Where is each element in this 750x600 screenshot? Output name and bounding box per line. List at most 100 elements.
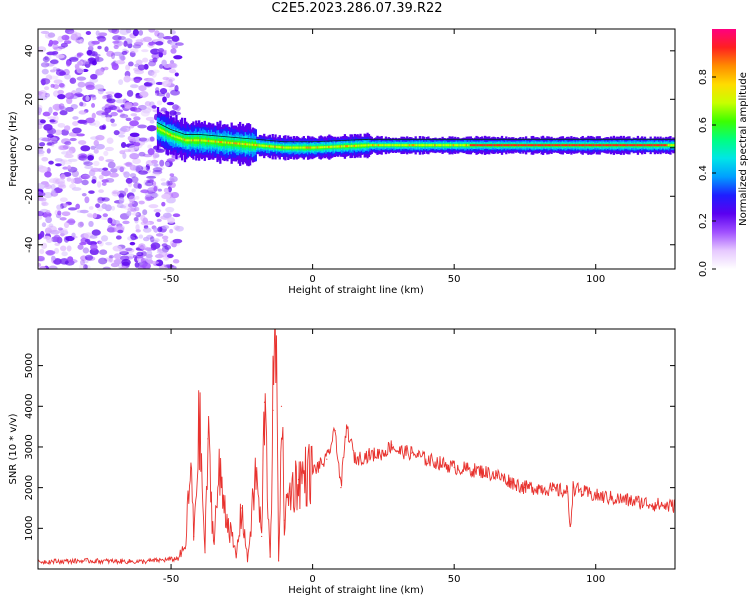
spectrogram-ridge-core [519, 144, 522, 147]
spectrogram-noise-blob [71, 187, 82, 191]
spectrogram-ridge-core [452, 144, 456, 147]
spectrogram-noise-blob [39, 248, 45, 255]
spectrogram-ridge-core [236, 142, 239, 145]
spectrogram-noise-blob [48, 265, 58, 269]
spectrogram-ridge-core [472, 144, 475, 147]
spectrogram-noise-blob [38, 123, 43, 130]
spectrogram-noise-blob [113, 253, 122, 260]
snr-point [241, 507, 243, 509]
spectrogram-ridge-core [631, 144, 634, 147]
spectrogram-noise-blob [64, 73, 71, 80]
spectrogram-noise-blob [108, 254, 114, 259]
spectrogram-ridge-core [224, 141, 228, 144]
spectrogram-noise-blob [130, 113, 138, 117]
spectrogram-noise-blob [129, 200, 135, 205]
spectrogram-ridge-core [609, 144, 613, 147]
colorbar-tick-label: 0.4 [698, 165, 709, 181]
spectrogram-noise-blob [98, 174, 104, 180]
spectrogram-ridge-core [509, 144, 512, 147]
spectrogram-ridge-core [468, 144, 471, 147]
spectrogram-noise-blob [41, 222, 47, 228]
snr-point [272, 409, 274, 411]
spectrogram-noise-blob [134, 69, 145, 75]
spectrogram-noise-blob [133, 116, 141, 121]
spectrogram-noise-blob [161, 235, 169, 240]
snr-point [467, 468, 469, 470]
snr-point [368, 454, 370, 456]
spectrogram-noise-blob [129, 241, 136, 246]
snr-point [218, 474, 220, 477]
spectrogram-noise-blob [119, 127, 128, 132]
spectrogram-noise-blob [109, 172, 119, 178]
spectrogram-noise-blob [44, 92, 50, 98]
spectrogram-noise-blob [48, 75, 59, 80]
spectrogram-ridge-core [397, 144, 400, 147]
spectrogram-noise-blob [99, 249, 108, 255]
spectrogram-ridge-core [319, 146, 322, 149]
spectrogram-ridge-core [357, 144, 361, 147]
spectrogram-noise-blob [107, 161, 116, 169]
spectrogram-noise-blob [98, 189, 104, 194]
snr-point [297, 478, 300, 481]
spectrogram-noise-blob [140, 189, 149, 194]
spectrogram-noise-blob [170, 48, 177, 54]
spectrogram-noise-blob [123, 162, 132, 166]
spectrogram-ridge-core [280, 146, 283, 149]
spectrogram-noise-blob [138, 170, 149, 175]
spectrogram-ridge-core [599, 144, 603, 147]
spectrogram-noise-blob [46, 51, 56, 56]
spectrogram-ridge-core [301, 146, 304, 149]
spectrogram-ridge-core [524, 144, 528, 147]
spectrogram-noise-blob [155, 148, 165, 153]
spectrogram-noise-blob [138, 85, 147, 92]
spectrogram-ridge-core [414, 144, 417, 147]
spectrogram-ridge-core [203, 139, 206, 142]
spectrogram-noise-blob [154, 90, 160, 94]
spectrogram-noise-blob [157, 188, 162, 192]
spectrogram-noise-blob [79, 175, 88, 180]
spectrogram-noise-blob [150, 159, 158, 164]
spectrogram-ridge-core [175, 135, 178, 138]
spectrogram-ridge-core [271, 145, 274, 148]
spectrogram-noise-blob [112, 40, 120, 44]
spectrogram-noise-blob [110, 118, 115, 124]
spectrogram-ridge-core [254, 144, 257, 147]
spectrogram-noise-blob [147, 148, 155, 156]
spectrogram-noise-blob [122, 48, 128, 52]
spectrogram-ridge-core [312, 146, 315, 149]
spectrogram-ridge-core [571, 144, 574, 147]
spectrogram-ridge-core [180, 137, 184, 140]
spectrogram-ridge-core [526, 144, 529, 147]
spectrogram-noise-blob [97, 36, 107, 42]
spectrogram-ridge-core [325, 146, 328, 149]
spectrogram-noise-blob [122, 152, 127, 159]
spectrogram-ridge-core [442, 144, 446, 147]
snr-point [278, 560, 280, 562]
spectrogram-ridge-core [574, 144, 577, 147]
spectrogram-noise-blob [84, 165, 94, 170]
spectrogram-ridge-core [345, 145, 348, 148]
spectrogram-noise-blob [59, 145, 69, 151]
spectrogram-ridge-core [311, 146, 314, 149]
spectrogram-noise-blob [42, 56, 50, 63]
snr-point [580, 491, 583, 493]
spectrogram-ridge-core [340, 145, 344, 148]
snr-point [184, 548, 186, 550]
spectrogram-noise-blob [43, 124, 53, 131]
spectrogram-noise-blob [132, 102, 139, 107]
spectrogram-noise-blob [112, 191, 118, 195]
spectrogram-ridge-core [488, 144, 491, 147]
spectrogram-ridge-core [550, 144, 553, 147]
spectrogram-noise-blob [44, 171, 52, 178]
spectrogram-ridge-core [403, 144, 406, 147]
spectrogram-ridge-core [660, 144, 664, 147]
spectrogram-noise-blob [141, 166, 148, 171]
spectrogram-noise-blob [138, 265, 146, 269]
spectrogram-noise-blob [75, 65, 80, 71]
spectrogram-ridge-core [410, 144, 413, 147]
snr-point [595, 495, 597, 497]
spectrogram-ridge-core [597, 144, 600, 147]
snr-point [425, 458, 427, 460]
spectrogram-noise-blob [77, 60, 84, 66]
spectrogram-ridge-core [162, 130, 165, 133]
